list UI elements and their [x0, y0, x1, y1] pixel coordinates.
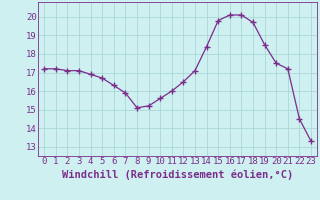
X-axis label: Windchill (Refroidissement éolien,°C): Windchill (Refroidissement éolien,°C): [62, 169, 293, 180]
